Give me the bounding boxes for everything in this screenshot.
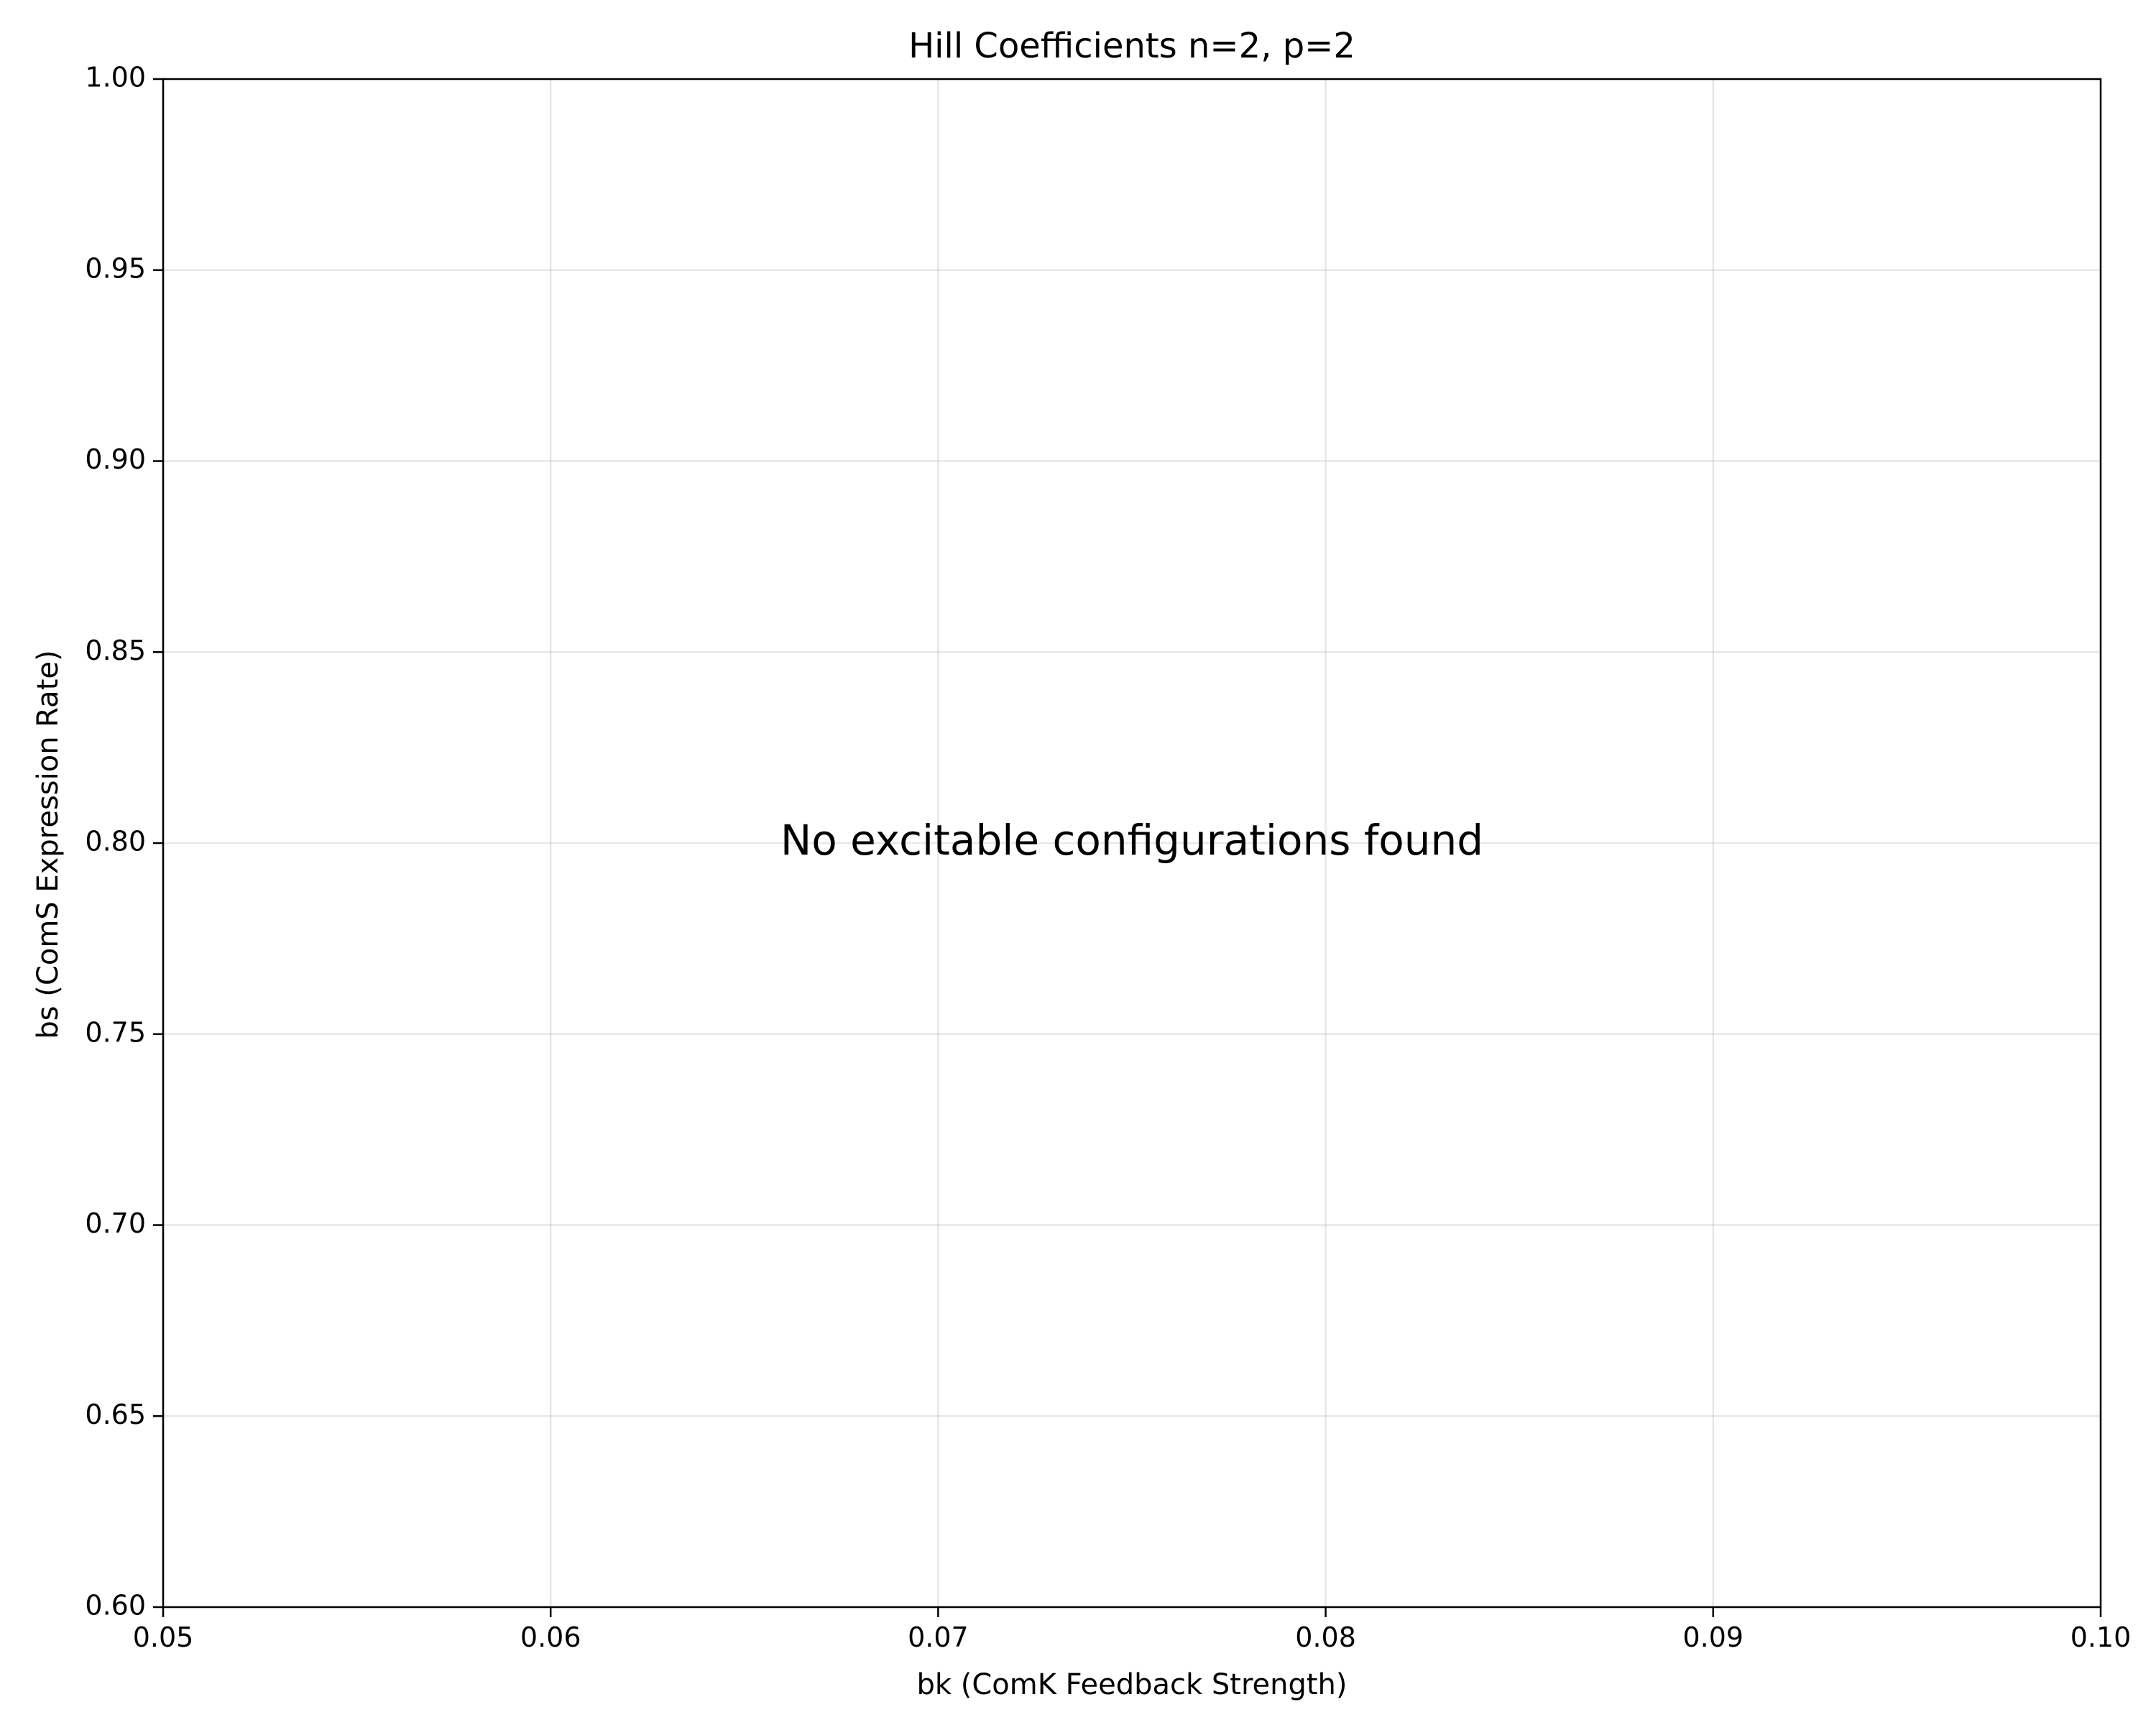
no-data-annotation: No excitable configurations found <box>780 816 1483 865</box>
x-tick-label: 0.07 <box>908 1622 969 1653</box>
y-tick-label: 1.00 <box>85 62 146 93</box>
y-axis-ticks: 0.60 0.65 0.70 0.75 0.80 0.85 0.90 0.95 1.00 <box>85 62 163 1622</box>
x-tick-label: 0.06 <box>520 1622 581 1653</box>
y-tick-label: 0.80 <box>85 826 146 857</box>
x-tick-label: 0.10 <box>2070 1622 2132 1653</box>
x-tick-label: 0.09 <box>1682 1622 1743 1653</box>
y-tick-label: 0.85 <box>85 635 146 666</box>
y-tick-label: 0.75 <box>85 1016 146 1048</box>
x-tick-label: 0.05 <box>133 1622 194 1653</box>
x-axis-label: bk (ComK Feedback Strength) <box>916 1668 1347 1701</box>
chart-title: Hill Coefficients n=2, p=2 <box>908 26 1355 66</box>
x-tick-label: 0.08 <box>1295 1622 1356 1653</box>
y-axis-label: bs (ComS Expression Rate) <box>32 650 65 1039</box>
y-tick-label: 0.95 <box>85 252 146 284</box>
y-tick-label: 0.90 <box>85 443 146 475</box>
x-axis-ticks: 0.05 0.06 0.07 0.08 0.09 0.10 <box>133 1607 2132 1653</box>
y-tick-label: 0.70 <box>85 1208 146 1239</box>
y-tick-label: 0.60 <box>85 1590 146 1622</box>
y-tick-label: 0.65 <box>85 1399 146 1430</box>
